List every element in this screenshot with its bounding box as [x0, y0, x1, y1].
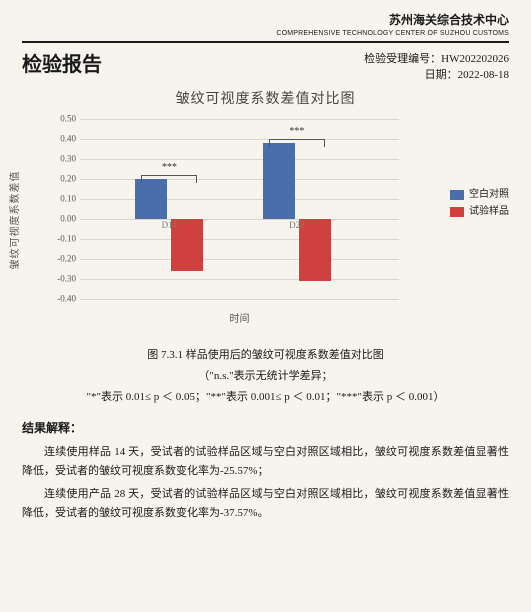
grid-line — [80, 219, 399, 220]
y-axis-label: 皱纹可视度系数差值 — [9, 171, 23, 270]
legend-label: 试验样品 — [469, 205, 509, 219]
report-title: 检验报告 — [22, 51, 102, 79]
interpretation-heading: 结果解释： — [22, 420, 509, 437]
grid-line — [80, 259, 399, 260]
accept-no-row: 检验受理编号：HW202202026 — [364, 51, 509, 68]
legend-swatch — [450, 190, 464, 200]
date-value: 2022-08-18 — [458, 69, 509, 81]
org-header: 苏州海关综合技术中心 COMPREHENSIVE TECHNOLOGY CENT… — [22, 12, 509, 39]
x-axis-label: 时间 — [230, 313, 250, 327]
report-meta: 检验受理编号：HW202202026 日期：2022-08-18 — [364, 51, 509, 84]
significance-bracket — [269, 139, 325, 147]
figure-caption: 图 7.3.1 样品使用后的皱纹可视度系数差值对比图 （"n.s."表示无统计学… — [22, 345, 509, 408]
significance-label: *** — [269, 125, 325, 139]
plot-area: 时间 -0.40-0.30-0.20-0.100.000.100.200.300… — [80, 119, 399, 299]
interpretation-p2: 连续使用产品 28 天，受试者的试验样品区域与空白对照区域相比，皱纹可视度系数差… — [22, 485, 509, 524]
y-tick: 0.50 — [46, 113, 76, 126]
y-tick: -0.40 — [46, 293, 76, 306]
legend-label: 空白对照 — [469, 188, 509, 202]
interpretation-p1: 连续使用样品 14 天，受试者的试验样品区域与空白对照区域相比，皱纹可视度系数差… — [22, 443, 509, 482]
x-tick: D28 — [289, 219, 305, 232]
y-tick: 0.40 — [46, 133, 76, 146]
header-rule — [22, 41, 509, 43]
significance-bracket — [141, 175, 197, 183]
legend-item: 试验样品 — [450, 205, 509, 219]
legend-swatch — [450, 207, 464, 217]
significance-label: *** — [141, 161, 197, 175]
legend: 空白对照试验样品 — [450, 185, 509, 222]
chart-title: 皱纹可视度系数差值对比图 — [22, 90, 509, 110]
chart-container: 皱纹可视度系数差值对比图 皱纹可视度系数差值 时间 -0.40-0.30-0.2… — [22, 90, 509, 326]
org-name-cn: 苏州海关综合技术中心 — [22, 12, 509, 29]
chart-box: 皱纹可视度系数差值 时间 -0.40-0.30-0.20-0.100.000.1… — [22, 115, 509, 325]
date-label: 日期： — [425, 69, 458, 81]
title-row: 检验报告 检验受理编号：HW202202026 日期：2022-08-18 — [22, 49, 509, 84]
caption-line2: （"n.s."表示无统计学差异； — [22, 366, 509, 387]
y-tick: 0.20 — [46, 173, 76, 186]
caption-line1: 图 7.3.1 样品使用后的皱纹可视度系数差值对比图 — [22, 345, 509, 366]
date-row: 日期：2022-08-18 — [364, 67, 509, 84]
accept-no-value: HW202202026 — [441, 53, 509, 65]
y-tick: -0.20 — [46, 253, 76, 266]
y-tick: 0.10 — [46, 193, 76, 206]
y-tick: -0.30 — [46, 273, 76, 286]
legend-item: 空白对照 — [450, 188, 509, 202]
grid-line — [80, 299, 399, 300]
accept-no-label: 检验受理编号： — [364, 53, 441, 65]
significance-marker: *** — [141, 161, 197, 183]
x-tick: D14 — [162, 219, 178, 232]
grid-line — [80, 179, 399, 180]
grid-line — [80, 239, 399, 240]
y-tick: 0.00 — [46, 213, 76, 226]
grid-line — [80, 159, 399, 160]
bar — [135, 179, 167, 219]
grid-line — [80, 139, 399, 140]
grid-line — [80, 279, 399, 280]
caption-line3: "*"表示 0.01≤ p ＜ 0.05；"**"表示 0.001≤ p ＜ 0… — [22, 387, 509, 408]
y-tick: -0.10 — [46, 233, 76, 246]
significance-marker: *** — [269, 125, 325, 147]
y-tick: 0.30 — [46, 153, 76, 166]
bar — [263, 143, 295, 219]
grid-line — [80, 199, 399, 200]
grid-line — [80, 119, 399, 120]
org-name-en: COMPREHENSIVE TECHNOLOGY CENTER OF SUZHO… — [22, 29, 509, 39]
